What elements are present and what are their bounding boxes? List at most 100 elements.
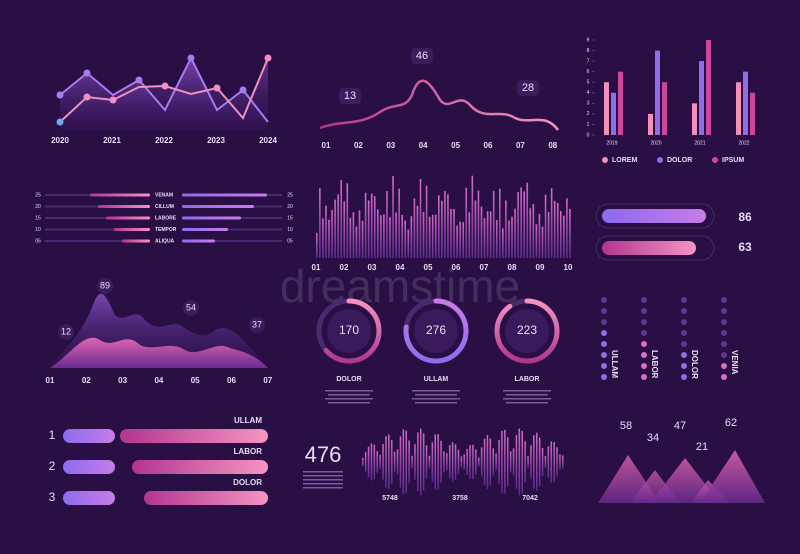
label: 15	[287, 215, 293, 221]
point	[56, 91, 64, 99]
wave-bar	[411, 455, 413, 469]
label: LABORE	[155, 215, 177, 221]
dot	[641, 297, 647, 303]
wave-bar	[399, 436, 402, 488]
bar	[611, 92, 616, 135]
label: 6	[587, 69, 590, 75]
label: 25	[287, 192, 293, 198]
ring-inner	[505, 309, 549, 353]
label: 06	[484, 141, 493, 150]
wave-bar	[451, 442, 454, 482]
hist-bar	[462, 222, 464, 258]
hist-bar	[337, 194, 339, 258]
label: 07	[480, 263, 489, 272]
label: 2022	[155, 136, 173, 145]
dot	[641, 319, 647, 325]
label: 08	[548, 141, 557, 150]
dot	[721, 308, 727, 314]
label: 01	[322, 141, 331, 150]
hist-bar	[355, 226, 358, 258]
wave-line	[319, 79, 560, 131]
dot	[601, 341, 607, 347]
label: LABOR	[515, 376, 540, 383]
hist-bar	[499, 188, 501, 258]
legend-swatch	[712, 157, 718, 163]
label: 28	[522, 82, 534, 94]
ring-arc	[316, 298, 382, 364]
hist-bar	[386, 191, 388, 258]
hist-bar	[322, 218, 324, 258]
bar	[144, 491, 268, 505]
label: 2021	[103, 136, 121, 145]
point	[239, 86, 247, 94]
hist-bar	[410, 216, 413, 258]
label: 03	[118, 376, 127, 385]
track	[45, 228, 150, 231]
text-line	[412, 398, 460, 400]
hist-bar	[319, 188, 321, 258]
hist-bar	[459, 221, 461, 258]
label: 15	[35, 215, 41, 221]
bar	[182, 205, 254, 208]
label: 63	[738, 240, 752, 254]
wave-bar	[422, 433, 425, 491]
point	[56, 118, 64, 126]
bar	[655, 50, 660, 135]
wave-bar	[553, 442, 555, 482]
dot	[601, 374, 607, 380]
bar	[699, 61, 704, 135]
label: 7	[587, 58, 590, 64]
area	[50, 337, 268, 368]
label: 04	[154, 376, 163, 385]
bar	[648, 113, 653, 135]
wave-bar	[446, 453, 448, 471]
wave-bar	[382, 444, 384, 480]
hist-bar	[560, 211, 562, 258]
hist-bar	[444, 190, 446, 258]
hist-bar	[480, 206, 483, 258]
dot	[641, 341, 647, 347]
legend-swatch	[602, 157, 608, 163]
label: LABOR	[234, 447, 263, 456]
hist-bar	[349, 217, 352, 258]
dot	[721, 363, 727, 369]
point	[187, 54, 195, 62]
wave-bar	[486, 435, 489, 489]
wave-bar	[437, 434, 439, 490]
label: VENAM	[155, 192, 173, 198]
label: 2020	[51, 136, 69, 145]
label: 2	[49, 459, 56, 473]
text-line	[412, 390, 460, 392]
label: 05	[287, 238, 293, 244]
area	[60, 58, 268, 130]
hist-bar	[505, 200, 507, 258]
label: VENIA	[730, 350, 739, 375]
text-line	[303, 483, 343, 485]
label: TEMPOR	[155, 227, 177, 233]
label: 3758	[452, 495, 468, 502]
hist-bar	[486, 211, 489, 258]
bar	[114, 228, 150, 231]
wave-bar	[547, 446, 550, 478]
hist-bar	[361, 220, 364, 258]
label: 06	[452, 263, 461, 272]
hist-bar	[413, 198, 416, 258]
point	[135, 76, 143, 84]
bar	[120, 429, 268, 443]
label: ULLAM	[610, 350, 619, 378]
wave-bar	[501, 430, 503, 494]
bar	[736, 82, 741, 135]
hist-bar	[532, 203, 535, 258]
hist-bar	[529, 208, 532, 258]
label: LOREM	[612, 157, 637, 164]
label: 476	[305, 442, 342, 467]
wave-bar	[460, 456, 463, 468]
label: 8	[587, 48, 590, 54]
wave-bar	[469, 445, 471, 479]
hist-bar	[465, 187, 468, 258]
label: 06	[227, 376, 236, 385]
wave-bar	[512, 448, 515, 476]
bubble	[339, 88, 361, 104]
label: 4	[587, 90, 590, 96]
